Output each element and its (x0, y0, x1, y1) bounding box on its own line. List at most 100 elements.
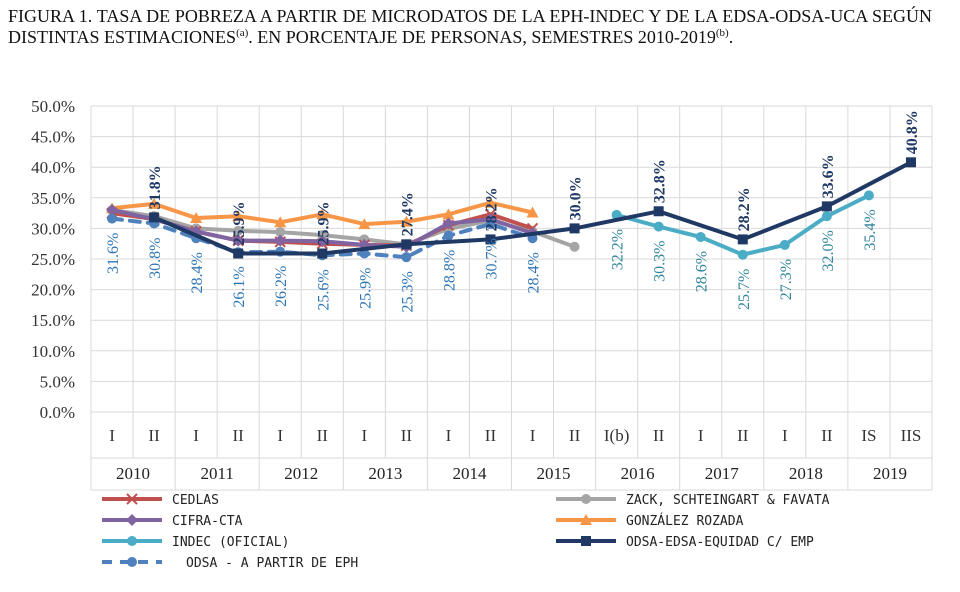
footnote-b-marker: (b) (715, 27, 729, 39)
data-label-indec: 25.7% (736, 269, 753, 310)
data-label-odsa-edsa: 25.9% (231, 201, 248, 245)
x-tick-semester: I (109, 426, 115, 445)
y-tick-label: 35.0% (31, 189, 75, 208)
data-label-odsa-edsa: 40.8% (904, 110, 921, 154)
legend-swatch-marker (127, 536, 137, 546)
data-point-odsa-edsa-equidad-c-emp (821, 201, 832, 212)
data-point-odsa-edsa-equidad-c-emp (485, 234, 496, 245)
data-point-indec-oficial (737, 249, 748, 260)
data-label-odsa-eph: 31.6% (105, 233, 122, 274)
legend-label: CIFRA-CTA (172, 514, 243, 529)
data-point-cifra-cta (442, 217, 455, 230)
x-tick-semester: II (317, 426, 329, 445)
x-tick-year: 2013 (368, 464, 402, 483)
data-label-odsa-edsa: 28.2% (736, 187, 753, 231)
y-tick-label: 15.0% (31, 311, 75, 330)
x-tick-semester: I (446, 426, 452, 445)
data-point-cifra-cta (106, 204, 119, 217)
legend-label: ODSA - A PARTIR DE EPH (186, 556, 358, 571)
data-point-indec-oficial (863, 190, 874, 201)
data-point-zack-schteingart-favata (569, 241, 580, 252)
series-line-odsa-edsa-equidad-c-emp (152, 160, 913, 256)
data-point-odsa-edsa-equidad-c-emp (653, 206, 664, 217)
y-tick-label: 40.0% (31, 158, 75, 177)
figure-title-main: FIGURA 1. TASA DE POBREZA A PARTIR DE MI… (8, 6, 932, 47)
x-tick-semester: I (530, 426, 536, 445)
data-label-indec: 28.6% (694, 251, 711, 292)
data-point-gonzalez-rozada (400, 215, 413, 227)
data-point-odsa-edsa-equidad-c-emp (401, 239, 412, 250)
x-tick-semester: I (361, 426, 367, 445)
legend-item-gonzalez-rozada: GONZÁLEZ ROZADA (556, 513, 744, 529)
data-label-odsa-eph: 26.1% (231, 266, 248, 307)
x-tick-semester: I (698, 426, 704, 445)
data-label-odsa-eph: 30.7% (483, 238, 500, 279)
y-tick-label: 50.0% (31, 97, 75, 116)
x-tick-semester: II (653, 426, 665, 445)
data-point-odsa-a-partir-de-eph (401, 252, 412, 263)
data-point-odsa-edsa-equidad-c-emp (317, 248, 328, 259)
y-tick-label: 45.0% (31, 128, 75, 147)
data-point-odsa-edsa-equidad-c-emp (905, 157, 916, 168)
data-label-odsa-edsa: 32.8% (652, 159, 669, 203)
x-tick-year: 2018 (789, 464, 823, 483)
legend-label: ODSA-EDSA-EQUIDAD C/ EMP (626, 535, 814, 550)
footnote-a-marker: (a) (236, 27, 249, 39)
data-point-zack-schteingart-favata (317, 230, 328, 241)
legend-swatch-marker (126, 493, 138, 505)
data-label-odsa-edsa: 28.2% (483, 187, 500, 231)
data-point-cifra-cta (274, 234, 287, 247)
data-point-indec-oficial (779, 239, 790, 250)
data-point-indec-oficial (821, 211, 832, 222)
data-point-indec-oficial (695, 231, 706, 242)
x-tick-semester: II (737, 426, 749, 445)
data-point-gonzalez-rozada (442, 208, 455, 220)
data-point-odsa-edsa-equidad-c-emp (149, 212, 160, 223)
series-indec-oficial (611, 190, 874, 260)
data-label-odsa-edsa: 25.9% (315, 201, 332, 245)
legend-label: ZACK, SCHTEINGART & FAVATA (626, 493, 830, 508)
x-tick-semester: I (277, 426, 283, 445)
y-tick-label: 20.0% (31, 281, 75, 300)
legend-item-odsa-edsa-equidad-c-emp: ODSA-EDSA-EQUIDAD C/ EMP (556, 535, 814, 550)
x-tick-semester: II (485, 426, 497, 445)
x-tick-semester: II (233, 426, 245, 445)
data-label-indec: 32.2% (610, 229, 627, 270)
y-tick-label: 0.0% (40, 403, 75, 422)
x-tick-year: 2011 (200, 464, 233, 483)
data-label-odsa-eph: 26.2% (273, 266, 290, 307)
data-label-odsa-edsa: 27.4% (399, 192, 416, 236)
legend-swatch-marker (581, 536, 591, 546)
data-point-gonzalez-rozada (232, 210, 245, 222)
data-label-odsa-eph: 28.8% (441, 250, 458, 291)
data-point-odsa-edsa-equidad-c-emp (233, 248, 244, 259)
data-label-odsa-edsa: 33.6% (820, 154, 837, 198)
legend-item-cedlas: CEDLAS (102, 493, 219, 508)
data-label-indec: 32.0% (820, 230, 837, 271)
data-label-odsa-eph: 28.4% (189, 252, 206, 293)
x-tick-year: 2016 (621, 464, 655, 483)
y-tick-label: 5.0% (40, 372, 75, 391)
data-point-gonzalez-rozada (274, 216, 287, 228)
x-tick-year: 2014 (452, 464, 487, 483)
data-label-indec: 30.3% (652, 241, 669, 282)
data-label-odsa-eph: 25.6% (315, 269, 332, 310)
legend-label: INDEC (OFICIAL) (172, 535, 289, 550)
x-tick-semester: II (821, 426, 833, 445)
data-point-indec-oficial (653, 221, 664, 232)
data-point-zack-schteingart-favata (233, 225, 244, 236)
x-tick-semester: II (569, 426, 581, 445)
x-tick-semester: II (148, 426, 160, 445)
data-point-odsa-edsa-equidad-c-emp (569, 223, 580, 234)
data-label-odsa-edsa: 31.8% (147, 165, 164, 209)
legend-swatch-marker (127, 557, 137, 567)
legend-label: CEDLAS (172, 493, 219, 508)
x-tick-semester: II (401, 426, 413, 445)
legend-item-indec-oficial: INDEC (OFICIAL) (102, 535, 289, 550)
legend-swatch-marker (126, 514, 138, 526)
data-label-indec: 27.3% (778, 259, 795, 300)
data-label-odsa-eph: 28.4% (526, 252, 543, 293)
figure-title-end: . (728, 27, 734, 47)
figure-title: FIGURA 1. TASA DE POBREZA A PARTIR DE MI… (8, 6, 932, 48)
x-tick-year: 2012 (284, 464, 318, 483)
